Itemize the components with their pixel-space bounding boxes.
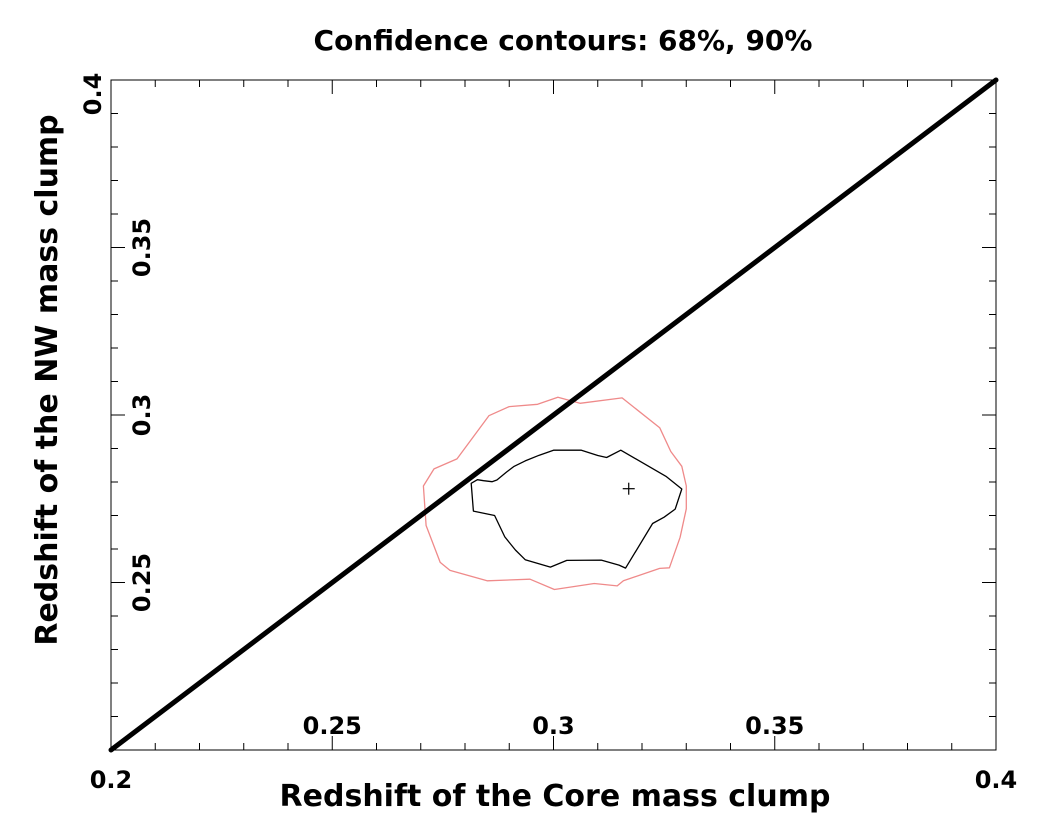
plot-frame xyxy=(110,79,997,751)
axis-ticks xyxy=(111,80,996,750)
plot-area xyxy=(108,77,999,753)
x-tick-label: 0.35 xyxy=(745,712,804,740)
contour-line-1 xyxy=(470,449,683,569)
x-tick-label: 0.2 xyxy=(90,766,133,794)
y-tick-label: 0.4 xyxy=(79,73,107,116)
chart-title: Confidence contours: 68%, 90% xyxy=(314,24,813,57)
contour-line-2 xyxy=(422,396,687,591)
best-fit-marker xyxy=(622,482,635,495)
y-tick-label: 0.3 xyxy=(128,394,156,437)
y-tick-label: 0.25 xyxy=(128,553,156,612)
x-tick-label: 0.3 xyxy=(532,712,575,740)
y-axis-label: Redshift of the NW mass clump xyxy=(30,114,65,645)
tick-labels: 0.2 0.25 0.3 0.35 0.4 0.25 0.3 0.35 0.4 xyxy=(79,73,1017,794)
y-tick-label: 0.35 xyxy=(128,218,156,277)
x-tick-label: 0.25 xyxy=(303,712,362,740)
x-axis-label: Redshift of the Core mass clump xyxy=(280,779,831,814)
x-tick-label: 0.4 xyxy=(975,766,1018,794)
reference-line xyxy=(108,77,999,753)
